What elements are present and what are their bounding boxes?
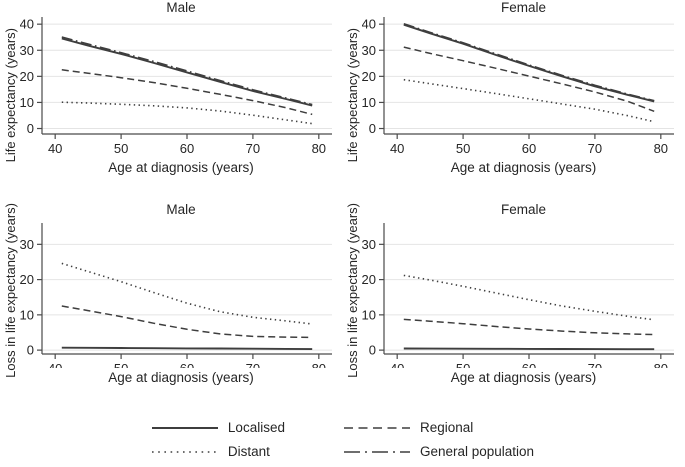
panel-body: 0 10 20 30 40 50 60 70 80 xyxy=(0,218,342,368)
svg-text:0: 0 xyxy=(27,121,34,136)
panel-body: 0 10 20 30 40 40 50 60 70 80 xyxy=(0,16,342,158)
svg-text:80: 80 xyxy=(654,361,668,368)
svg-text:20: 20 xyxy=(362,272,376,287)
svg-text:50: 50 xyxy=(456,141,470,156)
panel-female-loss-life-expectancy: Loss in life expectancy (years) Female 0… xyxy=(342,190,685,390)
svg-text:70: 70 xyxy=(588,141,602,156)
y-axis-label-container: Life expectancy (years) xyxy=(342,0,362,190)
svg-text:70: 70 xyxy=(246,141,260,156)
svg-text:20: 20 xyxy=(362,69,376,84)
svg-text:60: 60 xyxy=(180,141,194,156)
svg-text:70: 70 xyxy=(246,361,260,368)
legend-label: General population xyxy=(419,444,535,459)
panel-title: Male xyxy=(166,0,196,15)
y-axis-label: Loss in life expectancy (years) xyxy=(2,202,18,378)
panel-female-life-expectancy: Life expectancy (years) Female 0 10 20 30 40… xyxy=(342,0,685,190)
svg-text:50: 50 xyxy=(456,361,470,368)
svg-text:10: 10 xyxy=(20,95,34,110)
panel-male-life-expectancy: Life expectancy (years) Male 0 10 20 30 40 40… xyxy=(0,0,342,190)
svg-text:40: 40 xyxy=(390,141,404,156)
x-axis-label: Age at diagnosis (years) xyxy=(450,370,597,385)
svg-text:80: 80 xyxy=(312,141,326,156)
legend-line-dashed-icon xyxy=(343,426,410,429)
legend-label: Distant xyxy=(227,444,270,459)
panel-body: 0 10 20 30 40 50 60 70 80 xyxy=(342,218,685,368)
svg-text:20: 20 xyxy=(20,272,34,287)
svg-text:60: 60 xyxy=(180,361,194,368)
legend-item-regional: Regional xyxy=(343,420,534,435)
panel-title: Male xyxy=(166,202,196,217)
svg-text:70: 70 xyxy=(588,361,602,368)
plot-area-female-life-expectancy: 0 10 20 30 40 40 50 60 70 80 xyxy=(362,17,674,156)
y-axis-label: Life expectancy (years) xyxy=(344,27,360,163)
svg-text:40: 40 xyxy=(48,361,62,368)
panel-male-loss-life-expectancy: Loss in life expectancy (years) Male 0 10… xyxy=(0,190,342,390)
svg-text:80: 80 xyxy=(654,141,668,156)
svg-text:10: 10 xyxy=(362,307,376,322)
svg-text:0: 0 xyxy=(369,121,376,136)
legend-line-dashdot-icon xyxy=(343,450,410,453)
y-axis-label-container: Loss in life expectancy (years) xyxy=(342,190,362,390)
svg-text:30: 30 xyxy=(362,43,376,58)
y-axis-label: Loss in life expectancy (years) xyxy=(344,202,360,378)
plot-area-female-loss-life-expectancy: 0 10 20 30 40 50 60 70 80 xyxy=(362,223,674,368)
legend-item-general-population: General population xyxy=(343,444,534,459)
svg-text:30: 30 xyxy=(362,237,376,252)
legend-line-solid-icon xyxy=(151,426,218,429)
legend-label: Localised xyxy=(227,420,285,435)
plot-area-male-loss-life-expectancy: 0 10 20 30 40 50 60 70 80 xyxy=(20,223,332,368)
legend-item-distant: Distant xyxy=(151,444,285,459)
svg-text:20: 20 xyxy=(20,69,34,84)
panel-title: Female xyxy=(500,202,546,217)
svg-text:10: 10 xyxy=(20,307,34,322)
svg-text:10: 10 xyxy=(362,95,376,110)
x-axis-label: Age at diagnosis (years) xyxy=(108,160,254,175)
svg-text:60: 60 xyxy=(522,361,536,368)
y-axis-label: Life expectancy (years) xyxy=(2,27,18,163)
svg-text:30: 30 xyxy=(20,237,34,252)
x-axis-label: Age at diagnosis (years) xyxy=(108,370,254,385)
svg-text:30: 30 xyxy=(20,43,34,58)
svg-text:80: 80 xyxy=(312,361,326,368)
svg-text:0: 0 xyxy=(369,343,376,358)
legend-item-localised: Localised xyxy=(151,420,285,435)
chart-legend: Localised Regional Distant General popul… xyxy=(0,390,685,459)
svg-text:60: 60 xyxy=(522,141,536,156)
plot-area-male-life-expectancy: 0 10 20 30 40 40 50 60 70 80 xyxy=(20,17,332,156)
legend-line-dotted-icon xyxy=(151,450,218,453)
svg-text:0: 0 xyxy=(27,343,34,358)
panel-body: 0 10 20 30 40 40 50 60 70 80 xyxy=(342,16,685,158)
legend-label: Regional xyxy=(419,420,474,435)
x-axis-label: Age at diagnosis (years) xyxy=(450,160,597,175)
svg-text:50: 50 xyxy=(114,361,128,368)
svg-text:50: 50 xyxy=(114,141,128,156)
y-axis-label-container: Life expectancy (years) xyxy=(0,0,20,190)
svg-text:40: 40 xyxy=(390,361,404,368)
svg-text:40: 40 xyxy=(20,17,34,32)
y-axis-label-container: Loss in life expectancy (years) xyxy=(0,190,20,390)
panel-grid: Life expectancy (years) Male 0 10 20 30 40 40… xyxy=(0,0,685,390)
svg-text:40: 40 xyxy=(362,17,376,32)
panel-title: Female xyxy=(500,0,546,15)
svg-text:40: 40 xyxy=(48,141,62,156)
